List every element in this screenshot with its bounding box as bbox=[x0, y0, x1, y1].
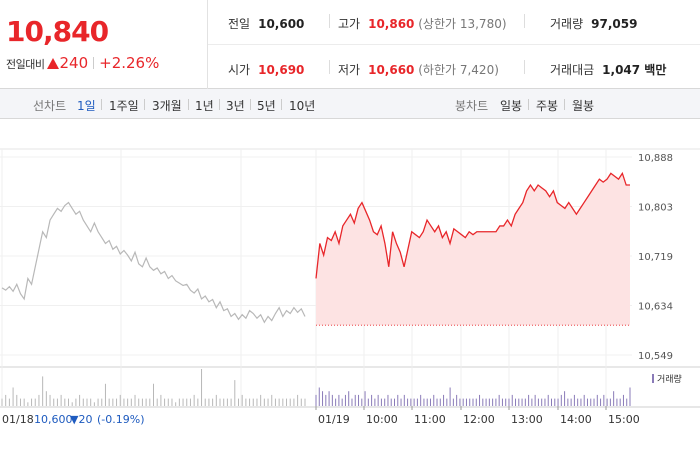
stat-value: 10,660 bbox=[368, 63, 415, 77]
price-box: 10,840 전일대비 240 +2.26% bbox=[0, 0, 208, 89]
divider bbox=[281, 99, 282, 110]
today-line bbox=[315, 171, 630, 279]
tab-10y[interactable]: 10년 bbox=[289, 99, 316, 113]
prev-day-percent: (-0.19%) bbox=[97, 413, 145, 426]
stat-high: 고가 10,860 (상한가 13,780) bbox=[338, 15, 507, 32]
candle-chart-label: 봉차트 bbox=[455, 99, 489, 113]
stat-value: 10,690 bbox=[258, 63, 305, 77]
divider bbox=[524, 14, 525, 28]
tab-1y[interactable]: 1년 bbox=[195, 99, 214, 113]
stat-prev-close: 전일 10,600 bbox=[228, 15, 304, 32]
x-tick-label: 14:00 bbox=[560, 413, 592, 426]
tab-weekly-candle[interactable]: 주봉 bbox=[536, 99, 559, 113]
prev-day-change: ▼20 bbox=[70, 413, 92, 426]
stat-label: 저가 bbox=[338, 63, 361, 77]
y-tick-label: 10,888 bbox=[638, 153, 673, 164]
divider bbox=[219, 99, 220, 110]
prev-day-date: 01/18 bbox=[2, 413, 34, 426]
divider bbox=[101, 99, 102, 110]
divider bbox=[208, 44, 700, 45]
today-area bbox=[316, 173, 630, 326]
stat-label: 거래대금 bbox=[550, 63, 595, 77]
x-tick-label: 10:00 bbox=[366, 413, 398, 426]
y-tick-label: 10,803 bbox=[638, 203, 673, 214]
stat-open: 시가 10,690 bbox=[228, 61, 304, 78]
change-row: 전일대비 240 +2.26% bbox=[6, 54, 159, 72]
x-tick-label: 11:00 bbox=[414, 413, 446, 426]
prev-day-line bbox=[1, 201, 306, 324]
stat-label: 고가 bbox=[338, 17, 361, 31]
tab-monthly-candle[interactable]: 월봉 bbox=[572, 99, 595, 113]
stat-value: 97,059 bbox=[591, 17, 638, 31]
volume-bars bbox=[1, 369, 631, 406]
price-chart-svg: 10,888 10,803 10,719 10,634 10,549 01/19 10:0… bbox=[0, 148, 700, 426]
chart-tab-bar: 선차트 1일 1주일 3개월 1년 3년 5년 10년 봉차트 일봉 주봉 월봉 bbox=[0, 89, 700, 119]
divider bbox=[524, 60, 525, 74]
tab-daily-candle[interactable]: 일봉 bbox=[500, 99, 523, 113]
change-percent: +2.26% bbox=[99, 54, 160, 72]
divider bbox=[188, 99, 189, 110]
current-price: 10,840 bbox=[6, 15, 109, 48]
prev-day-summary: 01/18 10,600▼20 (-0.19%) bbox=[2, 413, 145, 426]
quote-header: 10,840 전일대비 240 +2.26% 전일 10,600 고가 10,860 (… bbox=[0, 0, 700, 89]
stat-volume: 거래량 97,059 bbox=[550, 15, 637, 32]
stat-low: 저가 10,660 (하한가 7,420) bbox=[338, 61, 499, 78]
tab-1w[interactable]: 1주일 bbox=[109, 99, 139, 113]
x-axis-ticks: 01/19 10:00 11:00 12:00 13:00 14:00 15:00 bbox=[315, 406, 640, 426]
stat-label: 전일 bbox=[228, 17, 251, 31]
x-tick-label: 13:00 bbox=[511, 413, 543, 426]
x-tick-label: 12:00 bbox=[463, 413, 495, 426]
volume-legend: 거래량 bbox=[652, 373, 682, 385]
up-triangle-icon bbox=[47, 58, 60, 69]
stat-value: 10,600 bbox=[258, 17, 305, 31]
divider bbox=[564, 99, 565, 110]
tab-3m[interactable]: 3개월 bbox=[152, 99, 182, 113]
line-chart-label: 선차트 bbox=[33, 99, 67, 113]
today-series bbox=[315, 171, 630, 326]
stat-label: 거래량 bbox=[550, 17, 584, 31]
divider bbox=[250, 99, 251, 110]
divider bbox=[144, 99, 145, 110]
volume-legend-swatch bbox=[652, 374, 654, 383]
x-tick-label: 01/19 bbox=[318, 413, 350, 426]
y-tick-label: 10,549 bbox=[638, 351, 673, 362]
prev-day-series bbox=[1, 201, 306, 324]
y-tick-label: 10,719 bbox=[638, 252, 673, 263]
change-amount: 240 bbox=[59, 54, 89, 72]
stat-sub: (상한가 13,780) bbox=[418, 17, 507, 31]
tab-5y[interactable]: 5년 bbox=[257, 99, 276, 113]
divider bbox=[329, 14, 330, 28]
prev-day-close: 10,600 bbox=[34, 413, 73, 426]
volume-legend-label: 거래량 bbox=[657, 373, 682, 385]
divider bbox=[329, 60, 330, 74]
stat-sub: (하한가 7,420) bbox=[418, 63, 499, 77]
y-tick-label: 10,634 bbox=[638, 302, 673, 313]
stat-value: 10,860 bbox=[368, 17, 415, 31]
tab-3y[interactable]: 3년 bbox=[226, 99, 245, 113]
change-label: 전일대비 bbox=[6, 58, 45, 71]
stat-label: 시가 bbox=[228, 63, 251, 77]
stat-value: 1,047 백만 bbox=[602, 63, 667, 77]
x-tick-label: 15:00 bbox=[608, 413, 640, 426]
divider bbox=[528, 99, 529, 110]
price-chart: 10,888 10,803 10,719 10,634 10,549 01/19 10:0… bbox=[0, 119, 700, 450]
tab-1d[interactable]: 1일 bbox=[77, 99, 96, 113]
stat-trade-value: 거래대금 1,047 백만 bbox=[550, 61, 666, 78]
y-axis-ticks: 10,888 10,803 10,719 10,634 10,549 bbox=[638, 153, 673, 362]
divider bbox=[93, 57, 95, 69]
